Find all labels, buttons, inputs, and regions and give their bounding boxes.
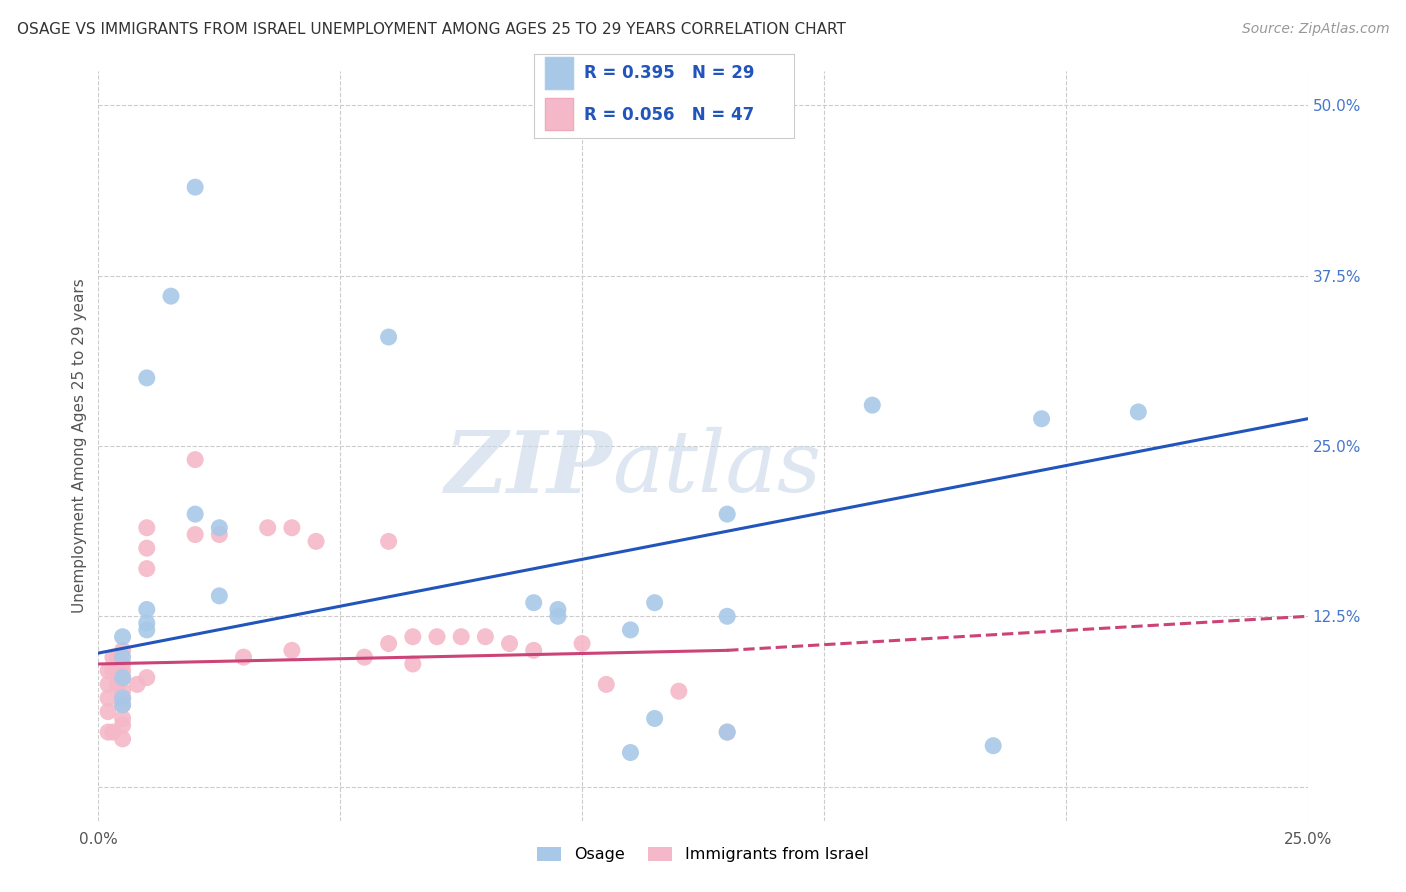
Point: [184, 180, 207, 194]
Point: [111, 630, 134, 644]
Point: [523, 596, 546, 610]
Point: [716, 507, 738, 521]
Point: [716, 725, 738, 739]
Point: [377, 534, 399, 549]
Bar: [544, 97, 574, 130]
Point: [160, 289, 183, 303]
Point: [232, 650, 254, 665]
Point: [97, 677, 120, 691]
Bar: [544, 57, 574, 89]
Point: [353, 650, 375, 665]
Point: [208, 521, 231, 535]
Point: [208, 527, 231, 541]
Point: [111, 671, 134, 685]
Point: [111, 643, 134, 657]
Point: [127, 677, 149, 691]
Text: ZIP: ZIP: [444, 426, 613, 510]
Point: [135, 561, 157, 575]
Point: [981, 739, 1004, 753]
Bar: [544, 97, 574, 130]
Point: [668, 684, 690, 698]
Point: [111, 731, 134, 746]
Point: [184, 527, 207, 541]
Point: [135, 541, 157, 556]
Point: [716, 725, 738, 739]
Point: [644, 596, 666, 610]
Point: [571, 636, 593, 650]
Text: OSAGE VS IMMIGRANTS FROM ISRAEL UNEMPLOYMENT AMONG AGES 25 TO 29 YEARS CORRELATI: OSAGE VS IMMIGRANTS FROM ISRAEL UNEMPLOY…: [17, 22, 846, 37]
Text: R = 0.056   N = 47: R = 0.056 N = 47: [583, 105, 754, 123]
Point: [111, 711, 134, 725]
Point: [547, 602, 569, 616]
Point: [256, 521, 278, 535]
Point: [135, 371, 157, 385]
Point: [208, 589, 231, 603]
Legend: Osage, Immigrants from Israel: Osage, Immigrants from Israel: [530, 840, 876, 869]
Point: [426, 630, 449, 644]
Point: [101, 725, 124, 739]
Point: [97, 664, 120, 678]
Point: [377, 330, 399, 344]
Point: [135, 623, 157, 637]
Point: [498, 636, 520, 650]
Point: [716, 609, 738, 624]
Point: [377, 636, 399, 650]
Point: [111, 691, 134, 706]
Point: [135, 521, 157, 535]
Point: [111, 664, 134, 678]
Point: [184, 452, 207, 467]
Point: [305, 534, 328, 549]
Point: [135, 602, 157, 616]
Point: [619, 623, 641, 637]
Point: [97, 705, 120, 719]
Point: [111, 650, 134, 665]
Point: [281, 643, 304, 657]
Point: [595, 677, 617, 691]
Text: R = 0.395   N = 29: R = 0.395 N = 29: [583, 64, 754, 82]
Point: [474, 630, 496, 644]
Point: [97, 725, 120, 739]
Point: [97, 691, 120, 706]
Point: [111, 698, 134, 712]
Point: [111, 698, 134, 712]
Point: [1128, 405, 1150, 419]
Text: Source: ZipAtlas.com: Source: ZipAtlas.com: [1241, 22, 1389, 37]
Point: [111, 691, 134, 706]
Y-axis label: Unemployment Among Ages 25 to 29 years: Unemployment Among Ages 25 to 29 years: [72, 278, 87, 614]
Point: [619, 746, 641, 760]
Point: [111, 684, 134, 698]
Point: [107, 677, 129, 691]
Point: [111, 657, 134, 671]
Point: [135, 671, 157, 685]
Point: [523, 643, 546, 657]
Point: [101, 664, 124, 678]
Point: [547, 609, 569, 624]
Point: [101, 650, 124, 665]
Bar: [544, 57, 574, 89]
Point: [402, 657, 425, 671]
Point: [135, 616, 157, 631]
Point: [184, 507, 207, 521]
Point: [111, 718, 134, 732]
Point: [107, 650, 129, 665]
Point: [860, 398, 883, 412]
Point: [644, 711, 666, 725]
Point: [281, 521, 304, 535]
Text: atlas: atlas: [613, 427, 821, 510]
Point: [402, 630, 425, 644]
Point: [450, 630, 472, 644]
Point: [111, 671, 134, 685]
Point: [1031, 411, 1053, 425]
